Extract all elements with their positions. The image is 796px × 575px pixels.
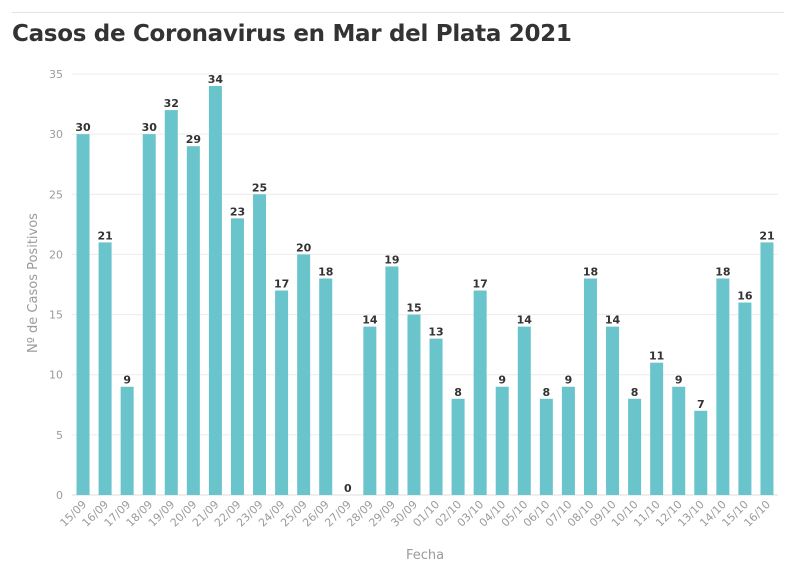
bar-22-09 [230, 218, 244, 496]
data-label: 14 [517, 314, 533, 327]
data-label: 21 [759, 229, 774, 242]
data-label: 15 [406, 302, 421, 315]
bar-29-09 [385, 266, 399, 495]
bar-16-09 [98, 242, 112, 495]
data-labels: 30 21 9 30 32 29 34 23 25 17 20 18 0 14 19 15 13 8 17 9 14 8 9… [75, 73, 774, 495]
data-label: 19 [384, 253, 399, 266]
y-tick-label: 20 [49, 248, 63, 261]
bar-18-09 [142, 134, 156, 495]
top-divider [12, 12, 784, 13]
bar-09-10 [606, 326, 620, 495]
y-axis-title: Nº de Casos Positivos [26, 213, 41, 353]
y-tick-label: 25 [49, 188, 63, 201]
data-label: 8 [631, 386, 639, 399]
data-label: 11 [649, 350, 664, 363]
bar-14-10 [716, 278, 730, 495]
data-label: 8 [543, 386, 551, 399]
bar-19-09 [164, 110, 178, 495]
data-label: 14 [605, 314, 621, 327]
bar-05-10 [517, 326, 531, 495]
x-axis-ticks: 15/0916/0917/0918/0919/0920/0921/0922/09… [58, 498, 774, 530]
data-label: 21 [97, 229, 112, 242]
bar-12-10 [672, 386, 686, 495]
data-label: 23 [230, 205, 245, 218]
data-label: 9 [123, 374, 131, 387]
bar-26-09 [319, 278, 333, 495]
y-tick-label: 5 [56, 429, 63, 442]
y-tick-label: 15 [49, 309, 63, 322]
bar-15-09 [76, 134, 90, 495]
data-label: 17 [473, 278, 488, 291]
bar-15-10 [738, 302, 752, 495]
y-axis-ticks: 0 5 10 15 20 25 30 35 [49, 68, 63, 502]
data-label: 17 [274, 278, 289, 291]
bar-23-09 [253, 194, 267, 496]
gridlines [72, 73, 778, 496]
data-label: 18 [715, 265, 730, 278]
bar-21-09 [208, 86, 222, 496]
data-label: 9 [565, 374, 573, 387]
bar-28-09 [363, 326, 377, 495]
data-label: 18 [318, 265, 333, 278]
data-label: 16 [737, 290, 753, 303]
data-label: 9 [498, 374, 506, 387]
bar-01-10 [429, 338, 443, 495]
data-label: 29 [186, 133, 201, 146]
bar-25-09 [297, 254, 311, 495]
x-axis-title: Fecha [406, 548, 444, 563]
bar-07-10 [561, 386, 575, 495]
data-label: 25 [252, 181, 267, 194]
data-label: 20 [296, 241, 312, 254]
bar-08-10 [583, 278, 597, 495]
data-label: 32 [164, 97, 179, 110]
bar-13-10 [694, 410, 708, 495]
y-tick-label: 30 [49, 128, 63, 141]
bar-30-09 [407, 314, 421, 495]
data-label: 34 [208, 73, 224, 86]
bars [76, 86, 774, 496]
y-tick-label: 0 [56, 489, 63, 502]
y-tick-label: 10 [49, 369, 63, 382]
bar-17-09 [120, 386, 134, 495]
bar-02-10 [451, 398, 465, 495]
data-label: 7 [697, 398, 705, 411]
bar-16-10 [760, 242, 774, 495]
data-label: 13 [428, 326, 443, 339]
data-label: 14 [362, 314, 378, 327]
bar-24-09 [275, 290, 289, 495]
y-tick-label: 35 [49, 68, 63, 81]
bar-11-10 [650, 362, 664, 495]
bar-03-10 [473, 290, 487, 495]
bar-10-10 [628, 398, 642, 495]
data-label: 18 [583, 265, 598, 278]
bar-20-09 [186, 146, 200, 495]
data-label: 8 [454, 386, 462, 399]
data-label: 30 [75, 121, 91, 134]
data-label: 9 [675, 374, 683, 387]
chart-title: Casos de Coronavirus en Mar del Plata 20… [12, 21, 572, 47]
data-label: 0 [344, 482, 352, 495]
bar-04-10 [495, 386, 509, 495]
data-label: 30 [142, 121, 158, 134]
bar-06-10 [539, 398, 553, 495]
